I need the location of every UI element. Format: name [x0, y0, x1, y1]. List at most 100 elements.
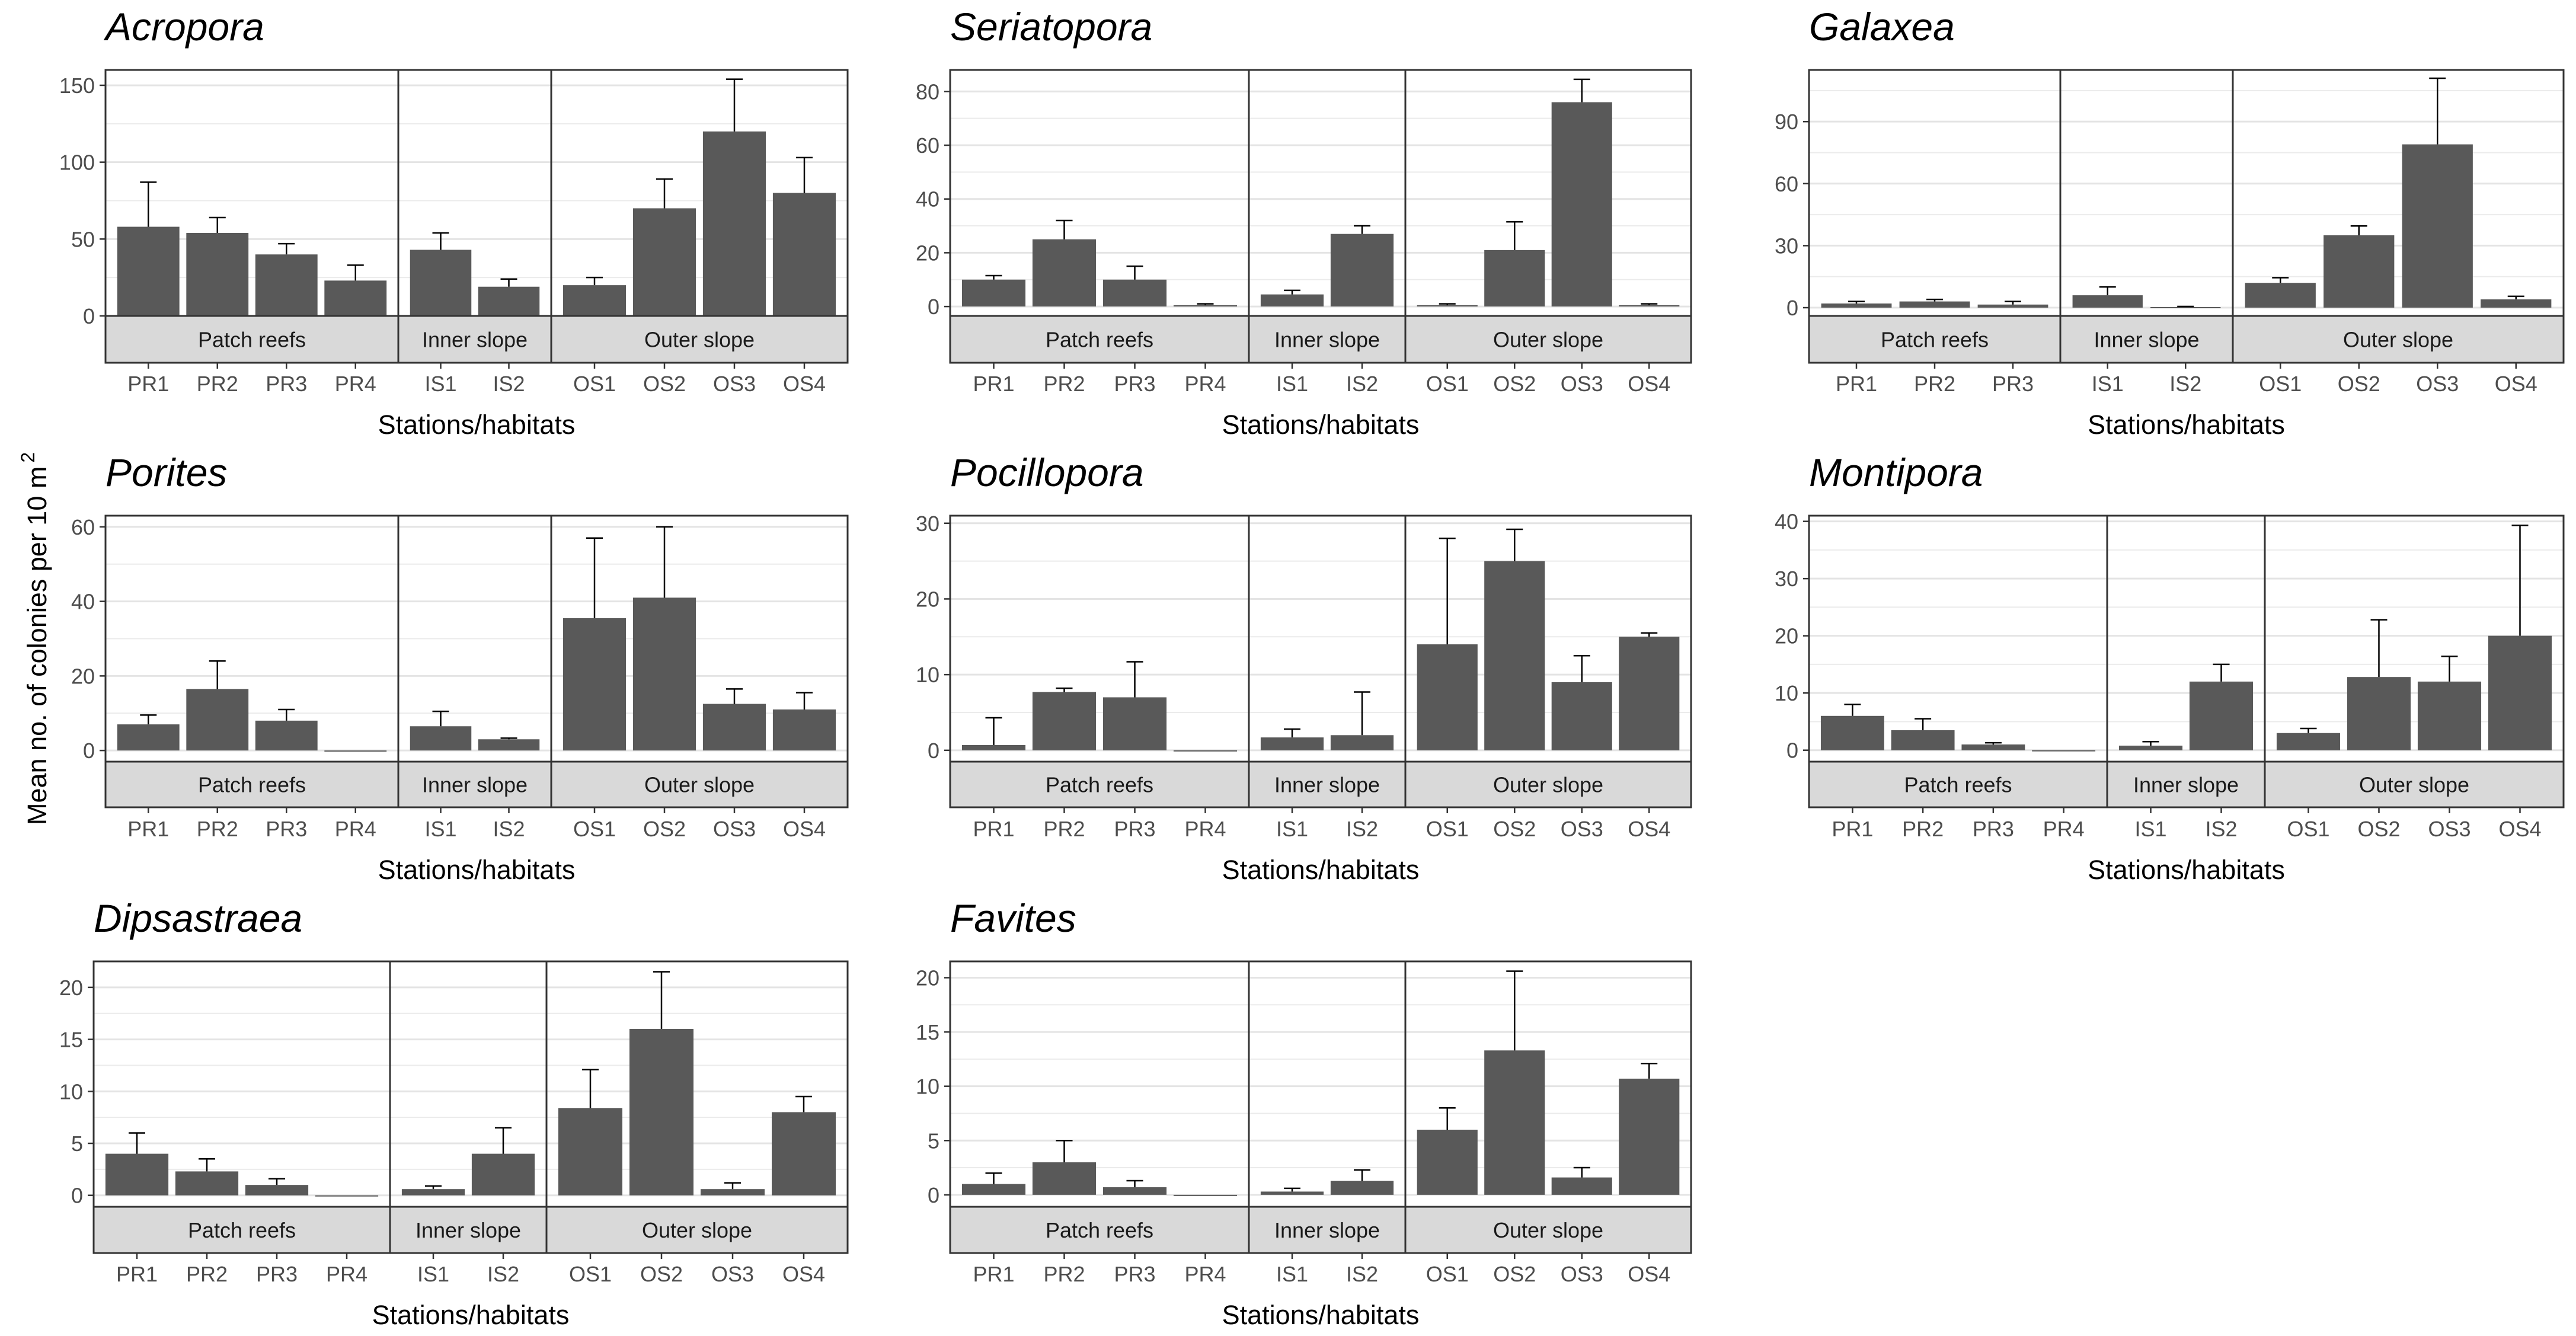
- bar-pr3: [1102, 1187, 1167, 1195]
- y-tick-label: 40: [1775, 510, 1798, 534]
- bar-is1: [401, 1189, 465, 1196]
- bars: [105, 971, 836, 1197]
- x-tick-label: PR4: [2043, 817, 2085, 841]
- y-tick-label: 20: [916, 587, 939, 611]
- x-tick-label: IS2: [2205, 817, 2237, 841]
- bar-os4: [2481, 299, 2552, 308]
- x-tick-label: PR3: [1114, 1262, 1155, 1286]
- bar-pr3: [245, 1185, 309, 1196]
- facet-strip-label: Patch reefs: [198, 328, 306, 352]
- x-tick-label: OS3: [711, 1262, 754, 1286]
- x-tick-label: OS1: [2259, 372, 2302, 396]
- bar-pr3: [255, 720, 318, 751]
- x-tick-label: OS4: [2495, 372, 2537, 396]
- bar-is1: [1260, 737, 1324, 750]
- facet-strip-label: Patch reefs: [1046, 328, 1153, 352]
- x-tick-label: OS3: [1561, 1262, 1603, 1286]
- y-tick-label: 40: [916, 187, 939, 212]
- bar-os1: [558, 1108, 622, 1196]
- y-tick-label: 20: [59, 976, 83, 1000]
- x-tick-label: IS1: [424, 372, 456, 396]
- x-tick-label: IS1: [1276, 372, 1308, 396]
- facet-strip: [949, 1206, 1250, 1254]
- bar-pr2: [1899, 301, 1970, 308]
- bar-os2: [2347, 677, 2411, 750]
- y-tick-label: 20: [916, 966, 939, 990]
- bar-pr4: [315, 1195, 379, 1197]
- bar-os3: [1551, 682, 1612, 750]
- facet-strip-label: Patch reefs: [1904, 773, 2012, 797]
- bars: [1821, 77, 2552, 309]
- facet-strip-label: Inner slope: [422, 773, 528, 797]
- bars: [117, 526, 836, 752]
- facet-strip-label: Inner slope: [422, 328, 528, 352]
- bar-is1: [410, 726, 472, 751]
- x-tick-label: PR1: [1836, 372, 1877, 396]
- x-tick-label: IS1: [417, 1262, 449, 1286]
- bar-pr4: [1173, 1194, 1238, 1196]
- facet-strip: [104, 760, 399, 808]
- x-tick-label: PR2: [1902, 817, 1944, 841]
- x-tick-label: IS2: [493, 817, 525, 841]
- y-tick-label: 60: [916, 133, 939, 158]
- x-tick-label: PR3: [266, 817, 307, 841]
- bar-os4: [2488, 635, 2552, 750]
- facet-strip: [949, 760, 1250, 808]
- y-tick-label: 0: [71, 1184, 83, 1208]
- bar-pr2: [175, 1171, 239, 1196]
- bar-is2: [478, 739, 540, 751]
- bar-os3: [1551, 102, 1612, 307]
- y-tick-label: 10: [916, 1075, 939, 1099]
- facet-strip-label: Outer slope: [1493, 1218, 1603, 1242]
- x-tick-label: IS2: [1346, 1262, 1378, 1286]
- y-tick-label: 80: [916, 79, 939, 104]
- y-tick-label: 10: [59, 1079, 83, 1104]
- x-tick-label: IS2: [1346, 817, 1378, 841]
- facet-border: [2232, 69, 2565, 317]
- facet-strip-label: Inner slope: [1274, 328, 1380, 352]
- x-tick-label: OS4: [782, 1262, 825, 1286]
- x-tick-label: OS3: [2416, 372, 2459, 396]
- bar-is1: [1260, 294, 1324, 307]
- bar-os3: [702, 131, 766, 316]
- bar-is2: [2189, 681, 2254, 750]
- bar-pr1: [961, 1184, 1026, 1195]
- facet-strip-label: Outer slope: [642, 1218, 752, 1242]
- bar-os2: [629, 1029, 693, 1196]
- facet-border: [1404, 514, 1692, 763]
- y-tick-label: 40: [71, 590, 95, 614]
- x-tick-label: PR1: [116, 1262, 158, 1286]
- bar-os1: [1417, 305, 1478, 307]
- y-tick-label: 90: [1775, 110, 1798, 134]
- bar-os3: [702, 704, 766, 751]
- bar-os2: [1484, 561, 1545, 750]
- x-tick-label: OS2: [2338, 372, 2380, 396]
- x-tick-label: PR2: [1043, 372, 1085, 396]
- y-tick-label: 50: [71, 227, 95, 251]
- panel-pocillopora: Pocillopora PR1 PR2 PR3 PR4 Patch reefs IS1 IS2…: [916, 450, 1692, 885]
- x-tick-label: PR2: [197, 372, 238, 396]
- x-tick-label: PR1: [127, 817, 169, 841]
- y-tick-label: 20: [916, 241, 939, 265]
- x-tick-label: PR4: [335, 372, 376, 396]
- x-tick-label: OS3: [1561, 817, 1603, 841]
- bar-os2: [632, 208, 696, 316]
- x-tick-label: PR1: [973, 817, 1014, 841]
- bar-is1: [2072, 295, 2143, 308]
- x-tick-label: IS2: [2169, 372, 2201, 396]
- bar-pr1: [1820, 715, 1884, 750]
- x-tick-label: PR4: [326, 1262, 367, 1286]
- x-tick-label: PR2: [1914, 372, 1955, 396]
- facet-strip: [949, 315, 1250, 364]
- bar-os3: [2402, 144, 2473, 308]
- facet-strip: [1808, 760, 2108, 808]
- x-tick-label: OS4: [1628, 1262, 1670, 1286]
- bars: [117, 78, 836, 316]
- y-tick-label: 0: [1786, 296, 1798, 320]
- bar-os4: [1619, 637, 1680, 750]
- facet-strip: [2232, 315, 2565, 364]
- x-tick-label: PR3: [1114, 817, 1155, 841]
- x-tick-label: IS1: [2092, 372, 2124, 396]
- x-tick-label: PR4: [1184, 372, 1226, 396]
